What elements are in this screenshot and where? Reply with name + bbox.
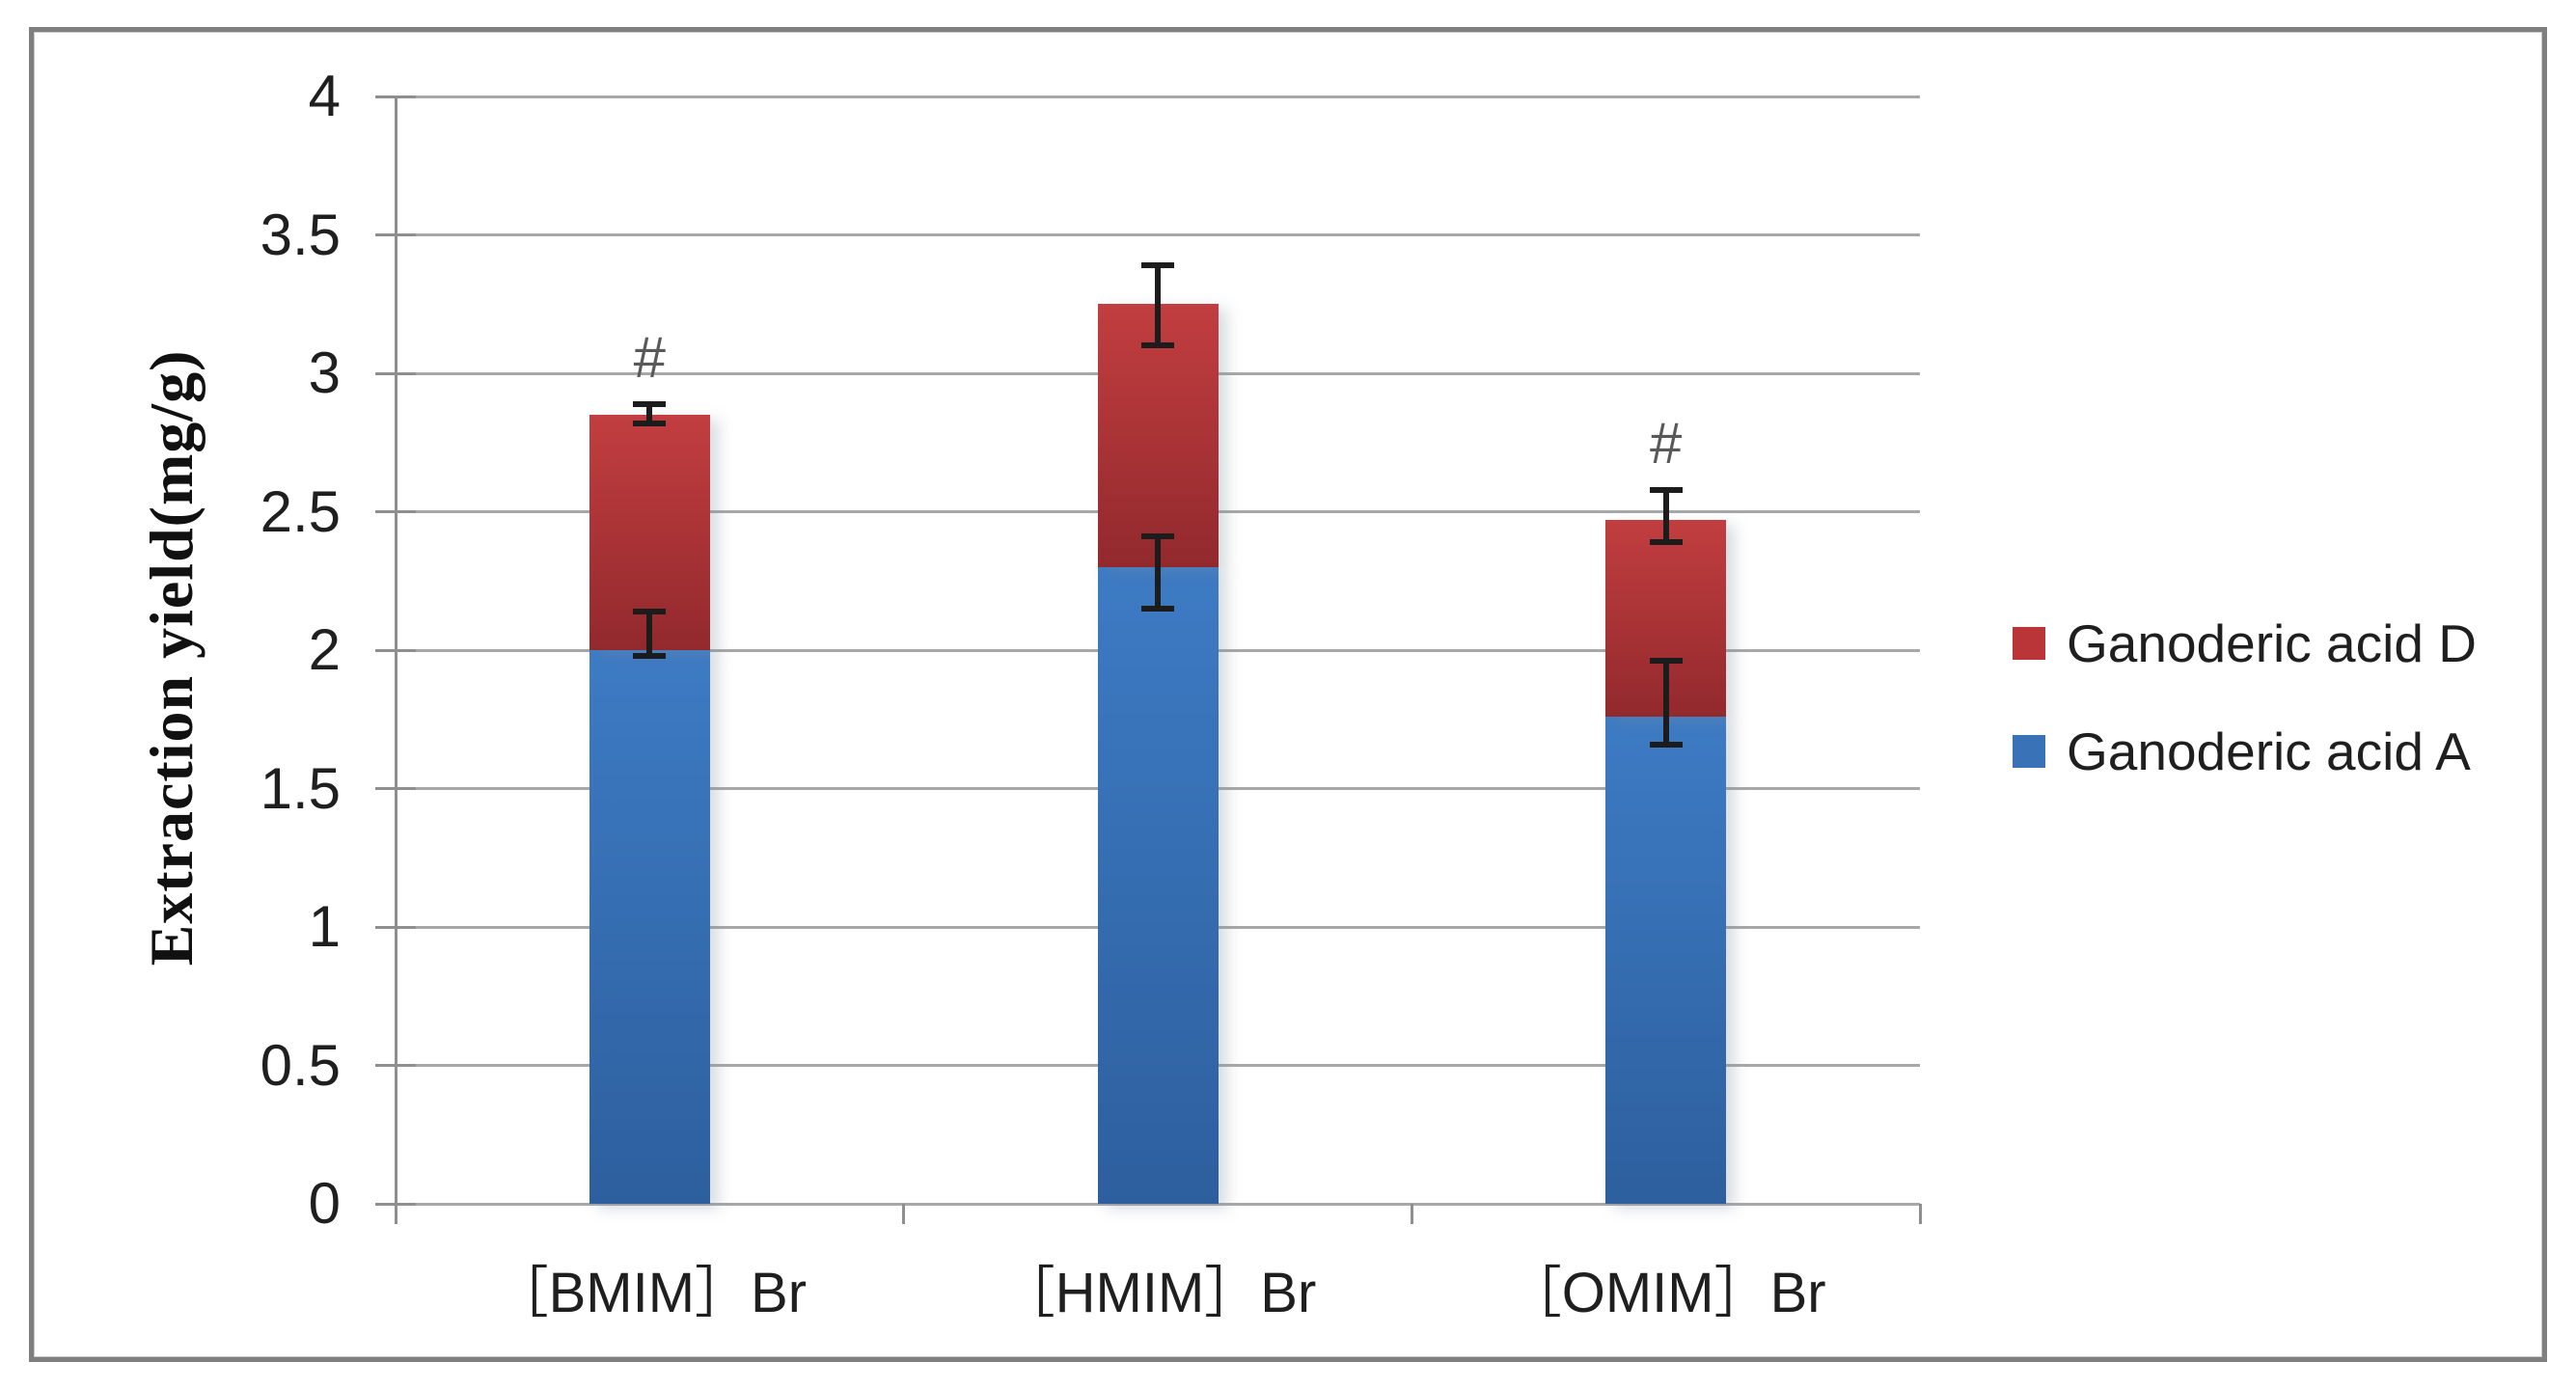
error-bar-line xyxy=(1155,265,1161,346)
legend-label: Ganoderic acid D xyxy=(2067,613,2477,673)
legend-color-swatch xyxy=(2013,627,2045,660)
y-axis-line xyxy=(394,96,397,1224)
bar-segment-ganoderic-acid-a xyxy=(589,650,710,1204)
error-bar-cap-bottom xyxy=(1141,342,1174,349)
x-axis-tick xyxy=(394,1204,397,1224)
error-bar-cap-bottom xyxy=(1649,741,1683,748)
y-tick-label: 1 xyxy=(308,894,341,959)
y-tick-label: 0 xyxy=(308,1171,341,1236)
x-axis-tick xyxy=(1410,1204,1413,1224)
legend: Ganoderic acid D Ganoderic acid A xyxy=(2013,613,2477,781)
legend-label: Ganoderic acid A xyxy=(2067,722,2471,781)
x-axis-tick xyxy=(902,1204,906,1224)
y-gridline xyxy=(396,95,1920,98)
bar-segment-ganoderic-acid-a xyxy=(1097,566,1219,1204)
legend-item: Ganoderic acid D xyxy=(2013,613,2477,673)
error-bar-cap-top xyxy=(1141,533,1174,540)
y-tick-label: 4 xyxy=(308,64,341,128)
x-category-label: ［BMIM］Br xyxy=(492,1262,808,1324)
y-gridline xyxy=(396,233,1920,236)
error-bar-cap-bottom xyxy=(1141,605,1174,612)
y-tick-label: 2 xyxy=(308,617,341,682)
error-bar-cap-bottom xyxy=(633,420,667,426)
y-tick-label: 3 xyxy=(308,340,341,405)
error-bar-line xyxy=(1662,661,1669,745)
y-tick-label: 2.5 xyxy=(260,478,341,544)
legend-color-swatch xyxy=(2013,735,2045,768)
error-bar-cap-top xyxy=(633,608,667,614)
x-category-label: ［HMIM］Br xyxy=(999,1262,1317,1324)
hash-significance-annotation: # xyxy=(633,324,667,390)
error-bar-line xyxy=(646,611,653,656)
error-bar-cap-top xyxy=(1649,486,1683,493)
hash-significance-annotation: # xyxy=(1649,410,1683,476)
y-tick-label: 1.5 xyxy=(260,755,341,821)
x-axis-tick xyxy=(1918,1204,1922,1224)
error-bar-cap-top xyxy=(1141,262,1174,269)
error-bar-cap-bottom xyxy=(633,652,667,659)
error-bar-line xyxy=(1662,489,1669,543)
bar-segment-ganoderic-acid-a xyxy=(1605,716,1727,1204)
error-bar-line xyxy=(1155,536,1161,609)
legend-item: Ganoderic acid A xyxy=(2013,722,2477,781)
error-bar-line xyxy=(646,403,653,423)
error-bar-cap-bottom xyxy=(1649,539,1683,546)
y-tick-label: 0.5 xyxy=(260,1032,341,1098)
error-bar-cap-top xyxy=(1649,658,1683,665)
error-bar-cap-top xyxy=(633,400,667,407)
chart-border-frame xyxy=(29,27,2547,1362)
x-category-label: ［OMIM］Br xyxy=(1505,1262,1826,1324)
y-tick-label: 3.5 xyxy=(260,202,341,267)
y-gridline xyxy=(396,1202,1920,1206)
